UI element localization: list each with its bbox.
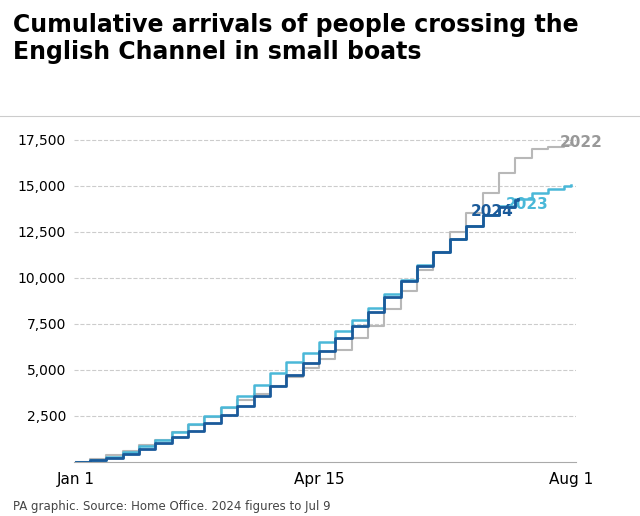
- Text: 2023: 2023: [506, 197, 548, 212]
- Text: 2022: 2022: [559, 135, 602, 150]
- Text: Cumulative arrivals of people crossing the
English Channel in small boats: Cumulative arrivals of people crossing t…: [13, 13, 579, 64]
- Text: 2024: 2024: [471, 204, 513, 219]
- Text: PA graphic. Source: Home Office. 2024 figures to Jul 9: PA graphic. Source: Home Office. 2024 fi…: [13, 501, 330, 513]
